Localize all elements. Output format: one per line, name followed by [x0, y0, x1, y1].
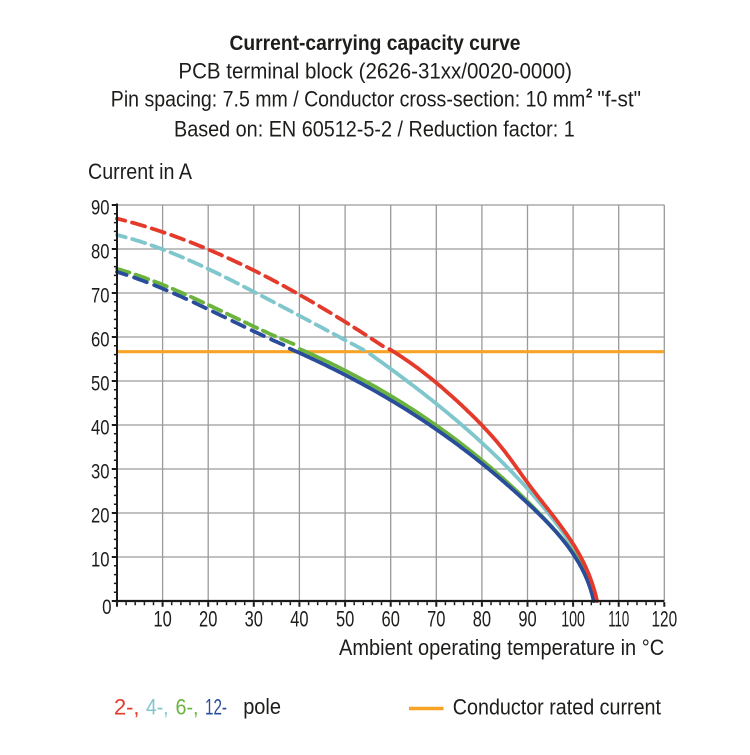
svg-text:Conductor rated current: Conductor rated current [453, 694, 661, 719]
svg-text:80: 80 [91, 239, 110, 263]
svg-text:30: 30 [245, 606, 263, 631]
svg-text:4-,: 4-, [146, 694, 169, 719]
svg-text:2-,: 2-, [114, 694, 140, 719]
svg-text:40: 40 [91, 415, 110, 439]
svg-text:6-,: 6-, [176, 694, 199, 719]
svg-text:Ambient operating temperature: Ambient operating temperature in °C [339, 635, 664, 660]
svg-text:50: 50 [336, 606, 354, 631]
svg-text:20: 20 [91, 503, 110, 527]
svg-text:60: 60 [91, 327, 110, 351]
svg-text:80: 80 [473, 606, 491, 631]
svg-text:12-: 12- [205, 694, 227, 719]
svg-text:90: 90 [91, 195, 110, 219]
svg-text:Based on: EN 60512-5-2 / Reduc: Based on: EN 60512-5-2 / Reduction facto… [174, 116, 575, 141]
svg-text:2: 2 [586, 85, 593, 100]
svg-text:PCB terminal block (2626-31xx/: PCB terminal block (2626-31xx/0020-0000) [178, 58, 572, 83]
svg-text:40: 40 [290, 606, 308, 631]
svg-text:0: 0 [102, 595, 111, 619]
svg-text:70: 70 [427, 606, 445, 631]
svg-text:90: 90 [518, 606, 536, 631]
svg-text:10: 10 [153, 606, 171, 631]
svg-text:120: 120 [652, 606, 678, 631]
svg-text:50: 50 [91, 371, 110, 395]
svg-text:30: 30 [91, 459, 110, 483]
svg-text:70: 70 [91, 283, 110, 307]
svg-text:100: 100 [561, 606, 585, 631]
svg-text:Current in A: Current in A [88, 159, 192, 184]
svg-text:"f-st": "f-st" [597, 86, 641, 111]
svg-text:20: 20 [199, 606, 217, 631]
svg-text:Current-carrying capacity curv: Current-carrying capacity curve [230, 31, 521, 55]
svg-text:110: 110 [608, 606, 629, 631]
svg-text:Pin spacing: 7.5 mm / Conducto: Pin spacing: 7.5 mm / Conductor cross-se… [111, 86, 586, 111]
svg-text:60: 60 [382, 606, 400, 631]
svg-text:pole: pole [243, 694, 281, 719]
svg-text:10: 10 [91, 547, 110, 571]
